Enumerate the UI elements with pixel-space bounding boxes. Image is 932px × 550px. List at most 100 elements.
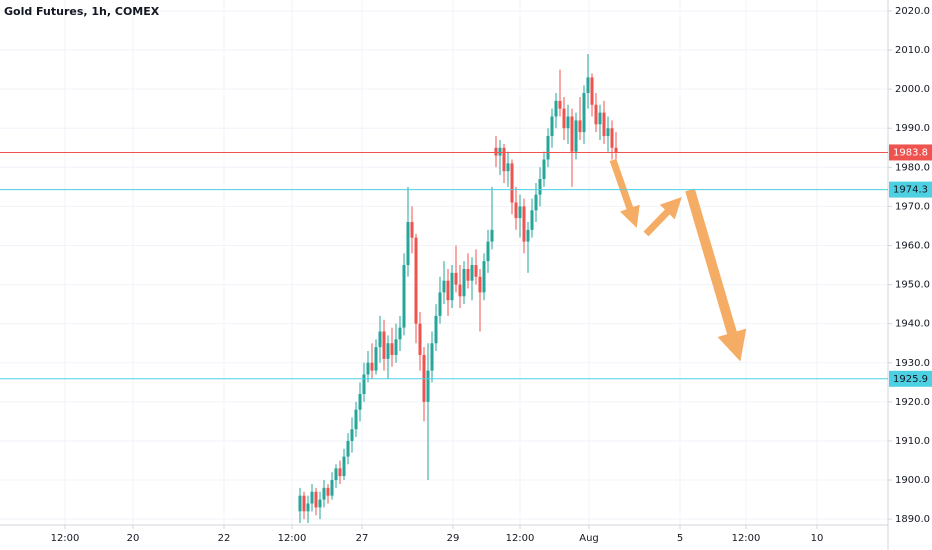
y-tick-label: 1960.0 [895,240,930,251]
y-tick-label: 1950.0 [895,280,930,291]
price-label-box [889,144,932,161]
candle-body [514,202,518,219]
candle-body [566,116,570,129]
y-tick-label: 1990.0 [895,123,930,134]
candle-body [394,339,398,355]
candle-body [542,159,546,180]
y-tick-label: 2020.0 [895,6,930,17]
x-tick-label: 12:00 [278,533,307,544]
candle-body [470,265,474,281]
candle-body [426,370,430,402]
candle-body [614,147,618,153]
y-tick-label: 1940.0 [895,319,930,330]
arrow [643,196,682,237]
x-tick-label: 22 [218,533,231,544]
candle-body [370,362,374,371]
candle-body [414,237,418,324]
candle-body [562,108,566,129]
candle-body [494,147,498,156]
candle-body [410,222,414,238]
price-label: 1925.9 [893,374,928,385]
y-tick-label: 1970.0 [895,201,930,212]
candle-body [502,147,506,172]
candle-body [322,487,326,500]
candle-body [518,206,522,219]
y-tick-label: 1890.0 [895,514,930,525]
drawings [609,158,747,362]
x-tick-label: 20 [127,533,140,544]
y-tick-label: 2000.0 [895,84,930,95]
candle-body [386,343,390,359]
candle-body [534,194,538,211]
candle-body [594,104,598,125]
candle-body [374,347,378,371]
x-tick-label: Aug [579,533,599,544]
price-label-box [889,370,932,387]
candle-body [402,265,406,328]
candle-body [318,499,322,508]
candle-body [462,268,466,297]
candle-body [526,229,530,242]
x-tick-label: 29 [447,533,460,544]
candle-body [406,222,410,266]
candle-body [498,147,502,156]
candle-body [554,100,558,117]
candle-body [338,468,342,477]
candle-body [314,491,318,508]
y-tick-label: 1910.0 [895,436,930,447]
chart-title: Gold Futures, 1h, COMEX [4,5,160,18]
candle-body [430,343,434,371]
candle-body [522,206,526,242]
price-label: 1983.8 [893,147,928,158]
candle-body [458,284,462,297]
candle-body [482,261,486,293]
candle-body [478,276,482,293]
candle-body [418,323,422,355]
candle-body [558,100,562,109]
price-label-box [889,181,932,198]
candle-body [582,93,586,133]
candle-body [454,272,458,285]
y-tick-label: 1930.0 [895,358,930,369]
candle-body [350,429,354,441]
candle-body [342,456,346,477]
y-tick-label: 1900.0 [895,475,930,486]
candle-body [590,77,594,105]
candle-body [306,503,310,512]
candle-body [354,409,358,430]
candle-body [298,495,302,512]
candle-body [434,315,438,344]
candle-body [510,163,514,203]
candle-body [550,116,554,137]
x-tick-label: 10 [811,533,824,544]
candle-body [334,468,338,481]
candle-body [438,292,442,316]
y-tick-label: 1980.0 [895,162,930,173]
arrow [685,188,747,362]
candle-body [546,136,550,160]
candle-body [310,491,314,504]
candle-body [466,268,470,281]
candle-body [346,440,350,457]
candle-body [598,112,602,125]
candle-body [366,362,370,375]
candle-body [530,210,534,230]
candle-body [570,116,574,152]
x-tick-label: 12:00 [51,533,80,544]
x-tick-label: 12:00 [506,533,535,544]
candle-body [486,241,490,262]
x-tick-label: 27 [356,533,369,544]
y-tick-label: 1920.0 [895,397,930,408]
candle-body [538,179,542,195]
x-tick-label: 12:00 [732,533,761,544]
candle-body [574,120,578,152]
candle-body [490,229,494,242]
candle-body [610,128,614,148]
candle-body [330,480,334,496]
candle-body [382,331,386,359]
candle-body [474,265,478,277]
candle-body [442,280,446,293]
candle-body [390,343,394,355]
